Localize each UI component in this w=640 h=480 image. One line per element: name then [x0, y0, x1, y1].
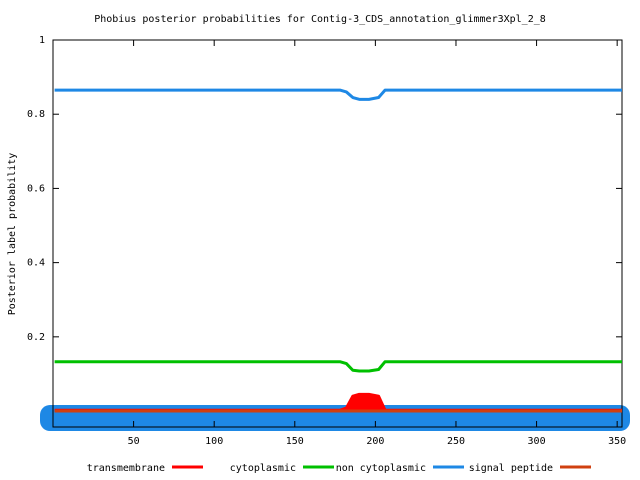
x-tick-label: 150 — [286, 436, 304, 447]
plot-frame — [52, 39, 623, 428]
y-tick-label: 0.8 — [27, 109, 45, 120]
y-tick-label: 1 — [39, 35, 45, 46]
y-tick-label: 0.6 — [27, 183, 45, 194]
series-line — [54, 88, 622, 101]
y-tick-label: 0.2 — [27, 332, 45, 343]
chart-title: Phobius posterior probabilities for Cont… — [94, 14, 546, 25]
legend-label: non cytoplasmic — [336, 463, 426, 474]
x-tick-label: 250 — [447, 436, 465, 447]
legend-label: signal peptide — [469, 463, 553, 474]
x-tick-label: 100 — [205, 436, 223, 447]
y-axis-label: Posterior label probability — [7, 153, 18, 316]
x-tick-label: 350 — [608, 436, 626, 447]
legend-label: transmembrane — [87, 463, 165, 474]
legend-label: cytoplasmic — [230, 463, 296, 474]
x-tick-label: 200 — [366, 436, 384, 447]
x-tick-label: 50 — [128, 436, 140, 447]
series-line — [54, 360, 622, 373]
y-tick-label: 0.4 — [27, 258, 45, 269]
x-tick-label: 300 — [528, 436, 546, 447]
